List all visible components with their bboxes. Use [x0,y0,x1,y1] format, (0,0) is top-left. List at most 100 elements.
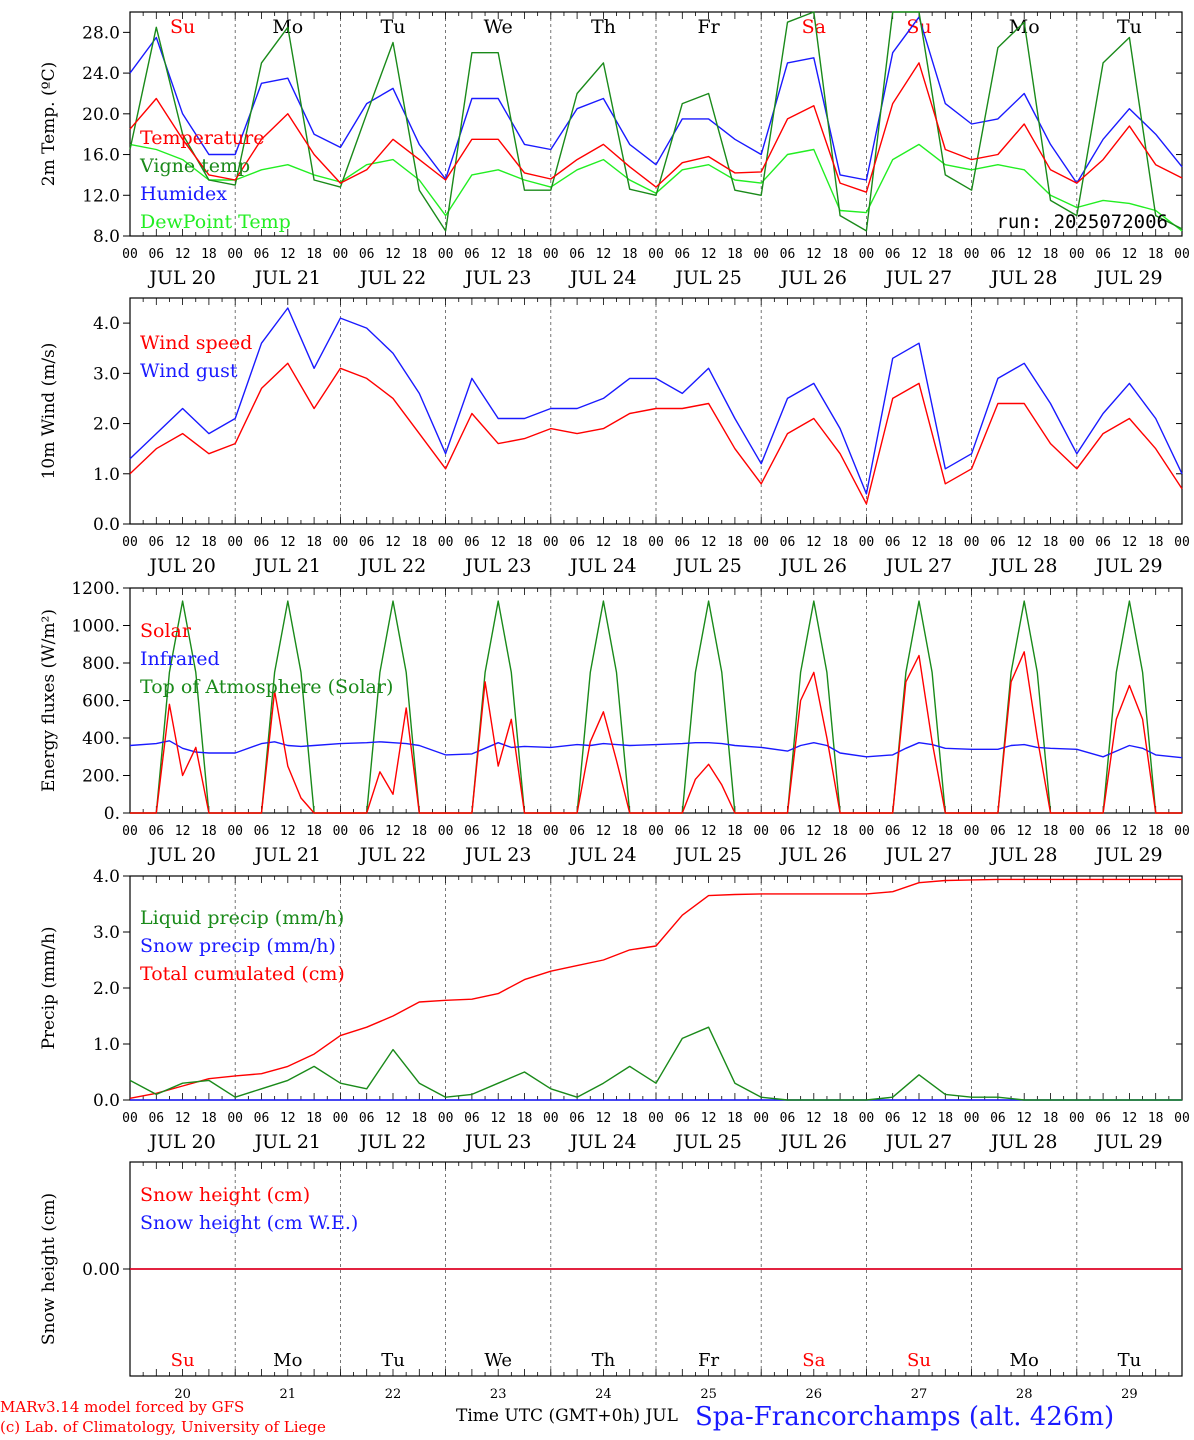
legend-entry: Wind speed [140,332,252,354]
hour-tick-label: 00 [227,535,243,550]
hour-tick-label: 06 [254,247,270,262]
hour-tick-label: 18 [306,247,322,262]
y-axis-label: Precip (mm/h) [39,926,59,1049]
hour-tick-label: 18 [727,247,743,262]
weekday-label: Th [591,16,616,38]
hour-tick-label: 12 [1122,824,1138,839]
hour-tick-label: 00 [122,247,138,262]
energy-panel: 0. 200. 400. 600. 800. 1000. 1200. Energy fluxe… [39,579,1190,866]
y-tick-label: 12.0 [82,186,120,206]
legend-entry: DewPoint Temp [140,211,291,233]
y-tick-label: 8.0 [93,227,120,247]
hour-tick-label: 06 [569,1111,585,1126]
y-tick-label: 1.0 [93,1035,120,1055]
hour-tick-label: 06 [674,824,690,839]
hour-tick-label: 00 [859,1111,875,1126]
y-tick-label: 28.0 [82,23,120,43]
temp-panel: 8.0 12.0 16.0 20.0 24.0 28.0 2m Temp. (ºC) 00 06… [39,11,1190,289]
date-label: JUL 28 [989,267,1057,289]
hour-tick-label: 12 [806,1111,822,1126]
hour-tick-label: 18 [411,247,427,262]
y-tick-label: 1.0 [93,465,120,485]
date-label: JUL 24 [568,267,636,289]
date-label: JUL 25 [673,267,741,289]
date-label: JUL 27 [884,844,952,866]
hour-tick-label: 12 [385,535,401,550]
date-label: JUL 24 [568,1131,636,1153]
weekday-label: We [484,16,513,38]
precip-series-line [129,1026,1182,1101]
day-number-label: 21 [280,1387,297,1402]
hour-tick-label: 12 [490,535,506,550]
legend-entry: Snow height (cm W.E.) [140,1212,358,1234]
y-tick-label: 2.0 [93,415,120,435]
hour-tick-label: 06 [569,247,585,262]
hour-tick-label: 00 [859,824,875,839]
day-number-label: 24 [595,1387,612,1402]
y-tick-label: 0.0 [93,515,120,535]
hour-tick-label: 00 [1174,247,1190,262]
hour-tick-label: 18 [832,535,848,550]
hour-tick-label: 00 [438,1111,454,1126]
hour-tick-label: 18 [622,535,638,550]
y-tick-label: 20.0 [82,105,120,125]
date-label: JUL 22 [358,267,426,289]
hour-tick-label: 06 [254,1111,270,1126]
y-tick-label: 800. [82,654,120,674]
energy-frame [129,587,1183,814]
hour-tick-label: 00 [1174,535,1190,550]
hour-tick-label: 00 [122,824,138,839]
hour-tick-label: 18 [1043,824,1059,839]
hour-tick-label: 00 [648,1111,664,1126]
hour-tick-label: 00 [648,247,664,262]
y-tick-label: 1000. [71,617,120,637]
date-label: JUL 20 [147,267,215,289]
hour-tick-label: 06 [990,1111,1006,1126]
hour-tick-label: 18 [1148,247,1164,262]
weekday-label: Tu [381,1350,405,1371]
date-label: JUL 21 [253,844,321,866]
hour-tick-label: 12 [701,824,717,839]
hour-tick-label: 12 [175,247,191,262]
hour-tick-label: 12 [911,247,927,262]
hour-tick-label: 18 [201,1111,217,1126]
weekday-label: Su [906,16,931,38]
hour-tick-label: 12 [596,1111,612,1126]
hour-tick-label: 18 [727,824,743,839]
date-label: JUL 23 [463,1131,531,1153]
hour-tick-label: 00 [227,247,243,262]
hour-tick-label: 18 [1148,535,1164,550]
station-label: Spa-Francorchamps (alt. 426m) [695,1402,1115,1432]
wind-series-line [129,362,1183,505]
day-number-label: 27 [911,1387,928,1402]
date-label: JUL 22 [358,844,426,866]
legend-entry: Humidex [140,183,227,205]
hour-tick-label: 18 [1148,1111,1164,1126]
hour-tick-label: 06 [780,824,796,839]
hour-tick-label: 06 [674,1111,690,1126]
hour-tick-label: 18 [517,247,533,262]
y-tick-label: 3.0 [93,364,120,384]
hour-tick-label: 12 [911,1111,927,1126]
wind-panel: 0.0 1.0 2.0 3.0 4.0 10m Wind (m/s) 00 06 12 18 00 0… [39,297,1190,577]
date-label: JUL 24 [568,555,636,577]
legend-entry: Solar [140,620,192,642]
legend-entry: Infrared [140,648,220,670]
hour-tick-label: 12 [701,535,717,550]
date-label: JUL 21 [253,1131,321,1153]
date-label: JUL 26 [779,555,847,577]
day-number-label: 29 [1121,1387,1138,1402]
hour-tick-label: 12 [490,247,506,262]
date-label: JUL 27 [884,555,952,577]
y-tick-label: 2.0 [93,979,120,999]
hour-tick-label: 18 [201,535,217,550]
hour-tick-label: 00 [964,824,980,839]
energy-series-line [130,651,1182,814]
hour-tick-label: 18 [306,1111,322,1126]
hour-tick-label: 06 [990,247,1006,262]
hour-tick-label: 18 [832,1111,848,1126]
hour-tick-label: 18 [937,1111,953,1126]
hour-tick-label: 18 [1043,1111,1059,1126]
hour-tick-label: 18 [937,824,953,839]
hour-tick-label: 12 [1016,1111,1032,1126]
